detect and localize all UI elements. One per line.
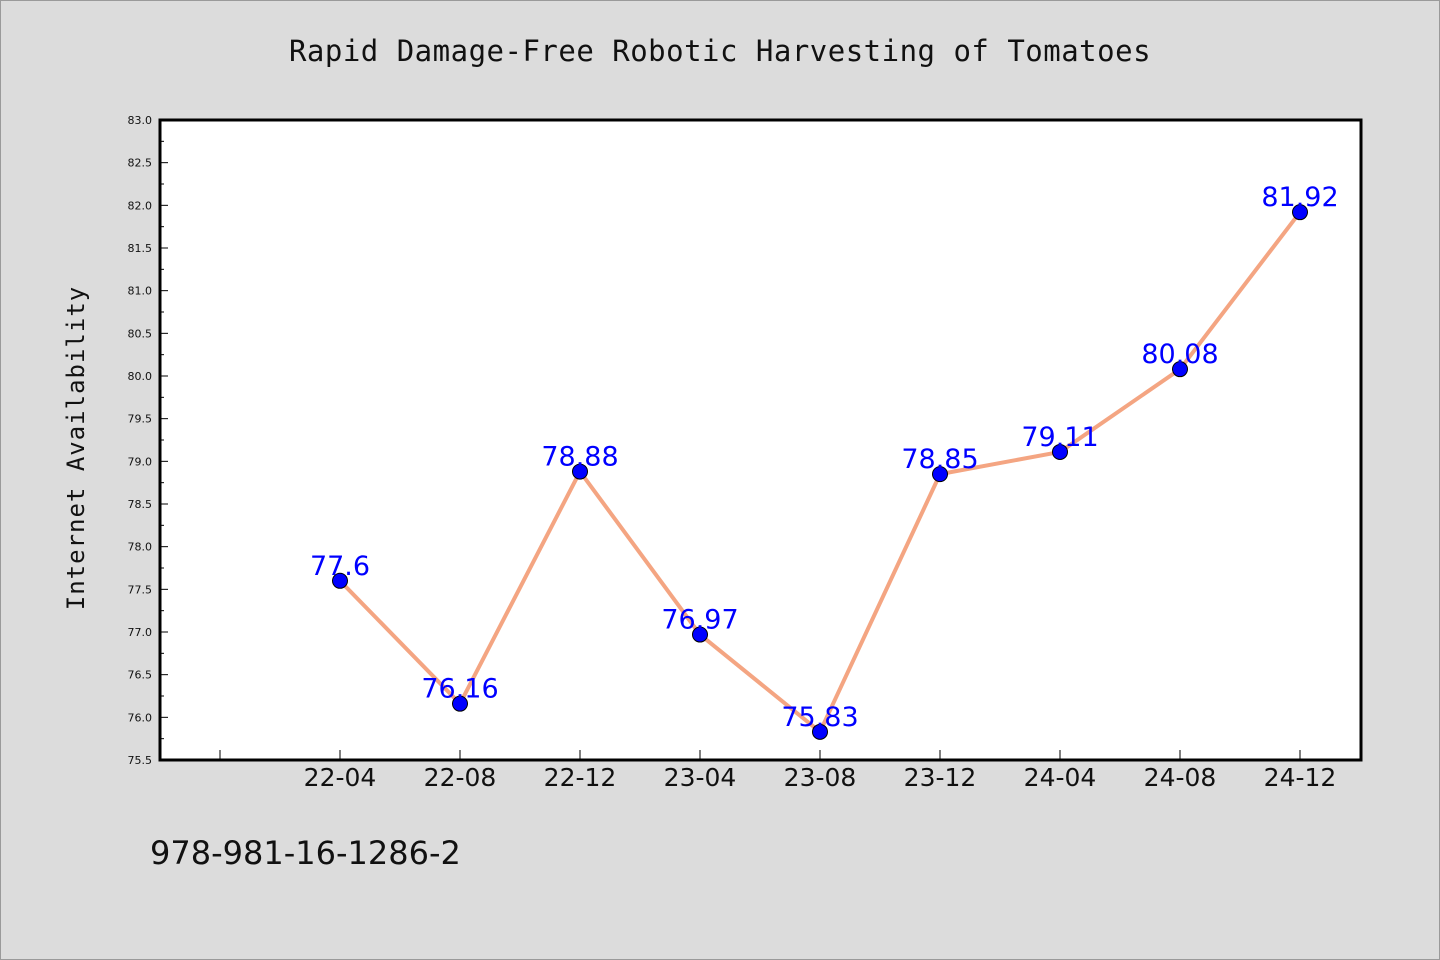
- y-tick-label: 83.0: [128, 114, 153, 127]
- y-tick-label: 77.5: [128, 583, 153, 596]
- x-tick-label: 23-08: [784, 763, 857, 792]
- y-tick-label: 78.0: [128, 541, 153, 554]
- data-label: 76.97: [661, 605, 738, 636]
- data-label: 81.92: [1261, 182, 1338, 213]
- data-point: [452, 695, 468, 712]
- y-tick-label: 79.0: [128, 455, 153, 468]
- data-point: [932, 466, 948, 483]
- data-label: 79.11: [1021, 422, 1098, 453]
- y-tick-label: 76.0: [128, 711, 153, 724]
- y-tick-label: 80.5: [128, 327, 153, 340]
- x-tick-label: 22-12: [544, 763, 617, 792]
- x-axis: 22-04 22-08 22-12 23-04 23-08 23-12 24-04 24-08…: [219, 750, 1337, 792]
- x-tick-label: 24-08: [1144, 763, 1217, 792]
- data-label: 80.08: [1141, 339, 1218, 370]
- x-tick-label: 22-04: [304, 763, 377, 792]
- y-tick-label: 81.5: [128, 242, 153, 255]
- x-tick-label: 24-12: [1264, 763, 1337, 792]
- footer-text: 978-981-16-1286-2: [150, 834, 461, 872]
- x-tick-label: 23-04: [664, 763, 737, 792]
- data-series: 77.6 76.16 78.88 76.97 75.83 78.85 79.11 80.08 8…: [310, 182, 1339, 740]
- x-tick-label: 22-08: [424, 763, 497, 792]
- data-point: [1292, 204, 1308, 221]
- y-tick-label: 82.5: [128, 157, 153, 170]
- data-point: [1052, 443, 1068, 460]
- y-tick-label: 77.0: [128, 626, 153, 639]
- data-point: [812, 723, 828, 740]
- y-tick-label: 76.5: [128, 669, 153, 682]
- data-point: [1172, 361, 1188, 378]
- y-axis-label: Internet Availability: [62, 286, 90, 610]
- y-tick-label: 75.5: [128, 754, 153, 767]
- y-tick-label: 79.5: [128, 413, 153, 426]
- y-tick-label: 80.0: [128, 370, 153, 383]
- y-axis: 75.5 76.0 76.5 77.0 77.5 78.0 78.5 79.0 79.5 80.0…: [128, 114, 168, 767]
- plot-area: [158, 118, 1363, 762]
- data-point: [572, 463, 588, 480]
- data-point: [332, 572, 348, 589]
- data-label: 76.16: [421, 674, 498, 705]
- y-tick-label: 81.0: [128, 285, 153, 298]
- data-label: 78.85: [901, 444, 978, 475]
- data-label: 75.83: [781, 702, 858, 733]
- chart-title: Rapid Damage-Free Robotic Harvesting of …: [288, 34, 1152, 68]
- y-tick-label: 78.5: [128, 498, 153, 511]
- y-tick-label: 82.0: [128, 199, 153, 212]
- data-point: [692, 626, 708, 643]
- x-tick-label: 23-12: [904, 763, 977, 792]
- x-tick-label: 24-04: [1024, 763, 1097, 792]
- data-label: 77.6: [310, 551, 370, 582]
- data-label: 78.88: [541, 442, 618, 473]
